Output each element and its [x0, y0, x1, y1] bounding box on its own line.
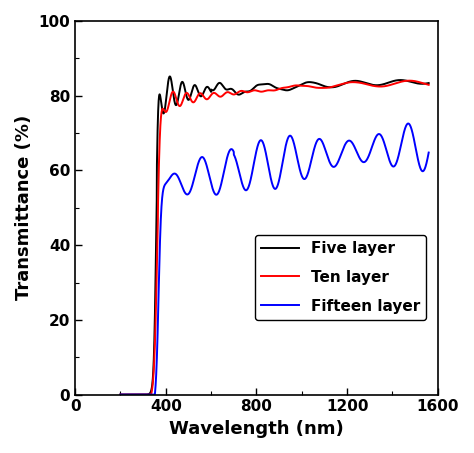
Ten layer — [236, 89, 241, 95]
Fifteen layer — [318, 137, 324, 143]
Legend: Five layer, Ten layer, Fifteen layer: Five layer, Ten layer, Fifteen layer — [255, 235, 427, 320]
Five layer — [236, 92, 241, 97]
Ten layer — [118, 392, 123, 397]
Fifteen layer — [371, 139, 377, 145]
Five layer — [371, 82, 377, 88]
Fifteen layer — [405, 121, 411, 126]
Five layer — [167, 74, 173, 79]
Ten layer — [302, 83, 308, 89]
Ten layer — [347, 80, 353, 85]
Fifteen layer — [302, 176, 308, 181]
Fifteen layer — [347, 138, 353, 144]
Ten layer — [407, 78, 412, 83]
Line: Five layer: Five layer — [120, 77, 428, 395]
Fifteen layer — [173, 172, 179, 177]
Ten layer — [426, 82, 431, 87]
Fifteen layer — [426, 150, 431, 155]
Ten layer — [173, 96, 179, 102]
Line: Ten layer: Ten layer — [120, 81, 428, 395]
Ten layer — [371, 83, 377, 89]
Y-axis label: Transmittance (%): Transmittance (%) — [15, 115, 33, 300]
Five layer — [347, 79, 353, 84]
Five layer — [173, 102, 179, 107]
Ten layer — [318, 85, 324, 91]
Fifteen layer — [236, 166, 241, 171]
Fifteen layer — [118, 392, 123, 397]
Line: Fifteen layer: Fifteen layer — [120, 124, 428, 395]
Five layer — [426, 80, 431, 86]
Five layer — [118, 392, 123, 397]
X-axis label: Wavelength (nm): Wavelength (nm) — [169, 420, 344, 438]
Five layer — [318, 82, 324, 87]
Five layer — [302, 80, 308, 86]
